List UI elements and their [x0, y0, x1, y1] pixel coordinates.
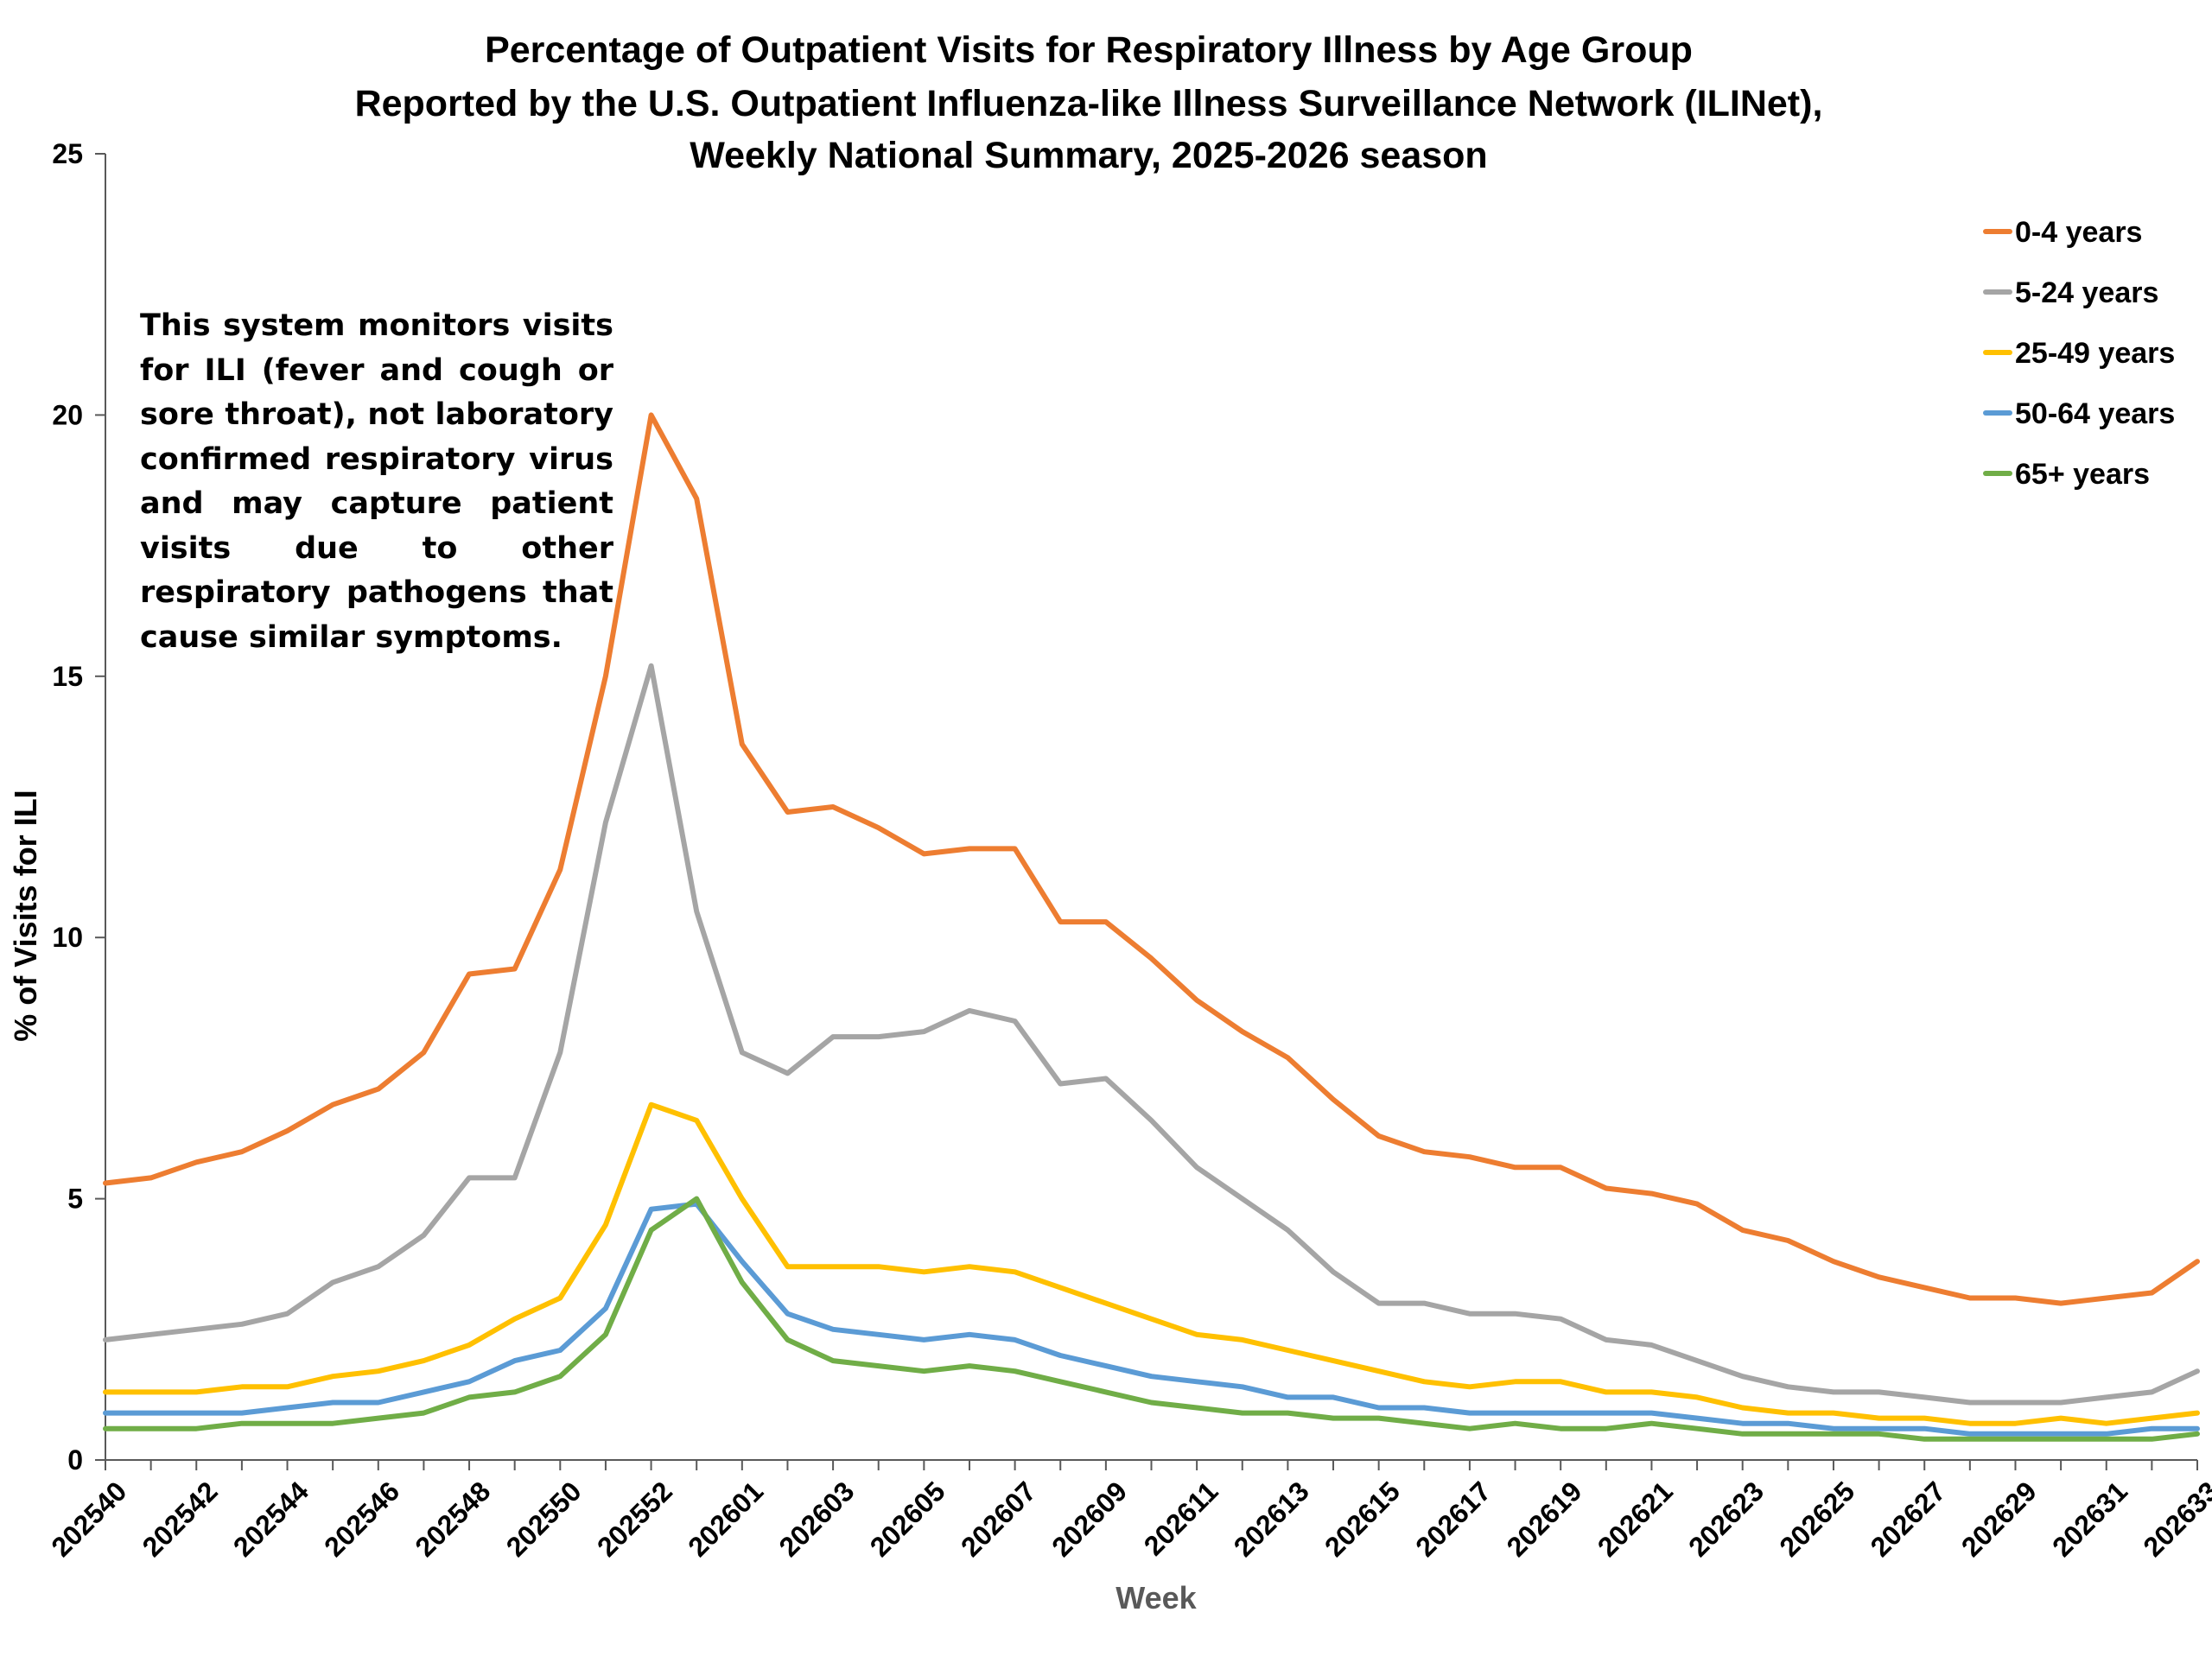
x-tick-label: 202603	[772, 1476, 860, 1563]
x-tick-label: 202550	[500, 1476, 588, 1563]
x-tick-label: 202625	[1773, 1476, 1860, 1563]
x-tick-label: 202601	[682, 1476, 769, 1563]
y-axis-ticks: 0 5 10 15 20 25	[52, 138, 105, 1476]
series-line-0-4-years	[103, 412, 2200, 1306]
legend-label: 5-24 years	[2015, 276, 2158, 309]
x-tick-label: 202611	[1138, 1476, 1224, 1562]
chart-annotation: This system monitors visits for ILI (fev…	[140, 308, 613, 655]
legend-label: 0-4 years	[2015, 216, 2142, 249]
x-tick-label: 202623	[1682, 1476, 1770, 1563]
x-tick-label: 202552	[591, 1476, 678, 1563]
y-tick-label: 25	[52, 138, 83, 169]
x-axis-ticks: 202540 202542 202544 202546 202548 202550 2025…	[45, 1460, 2212, 1563]
y-axis-label: % of Visits for ILI	[8, 790, 43, 1041]
x-tick-label: 202627	[1865, 1476, 1952, 1563]
y-tick-label: 15	[52, 661, 83, 692]
chart-title-line-2: Reported by the U.S. Outpatient Influenz…	[355, 83, 1823, 124]
x-tick-label: 202619	[1501, 1476, 1588, 1563]
chart-title-line-3: Weekly National Summary, 2025-2026 seaso…	[690, 135, 1487, 176]
x-tick-label: 202615	[1319, 1476, 1406, 1563]
series-line-50-64-years	[103, 1201, 2200, 1437]
x-tick-label: 202546	[318, 1476, 405, 1563]
y-tick-label: 0	[67, 1444, 83, 1476]
x-tick-label: 202605	[864, 1476, 951, 1563]
x-tick-label: 202607	[955, 1476, 1042, 1563]
legend-label: 65+ years	[2015, 458, 2150, 491]
x-tick-label: 202548	[409, 1476, 496, 1563]
legend-label: 50-64 years	[2015, 397, 2175, 430]
series-lines	[103, 412, 2200, 1442]
legend-label: 25-49 years	[2015, 337, 2175, 370]
legend: 0-4 years 5-24 years 25-49 years 50-64 year…	[1983, 216, 2175, 491]
series-line-25-49-years	[103, 1101, 2200, 1426]
x-tick-label: 202609	[1046, 1476, 1133, 1563]
x-tick-label: 202540	[45, 1476, 132, 1563]
x-tick-label: 202631	[2046, 1476, 2133, 1563]
y-tick-label: 10	[52, 922, 83, 953]
x-tick-label: 202633	[2137, 1476, 2212, 1563]
y-tick-label: 5	[67, 1184, 83, 1215]
x-tick-label: 202621	[1592, 1476, 1679, 1563]
chart-title-line-1: Percentage of Outpatient Visits for Resp…	[485, 29, 1693, 71]
chart-title: Percentage of Outpatient Visits for Resp…	[355, 29, 1823, 176]
series-line-5-24-years	[103, 663, 2200, 1406]
x-tick-label: 202613	[1228, 1476, 1315, 1563]
series-line-65-years	[103, 1196, 2200, 1442]
x-tick-label: 202629	[1955, 1476, 2043, 1563]
x-tick-label: 202542	[137, 1476, 224, 1563]
x-axis-label: Week	[1116, 1580, 1197, 1615]
y-tick-label: 20	[52, 399, 83, 430]
x-tick-label: 202617	[1409, 1476, 1497, 1563]
x-tick-label: 202544	[227, 1476, 315, 1563]
